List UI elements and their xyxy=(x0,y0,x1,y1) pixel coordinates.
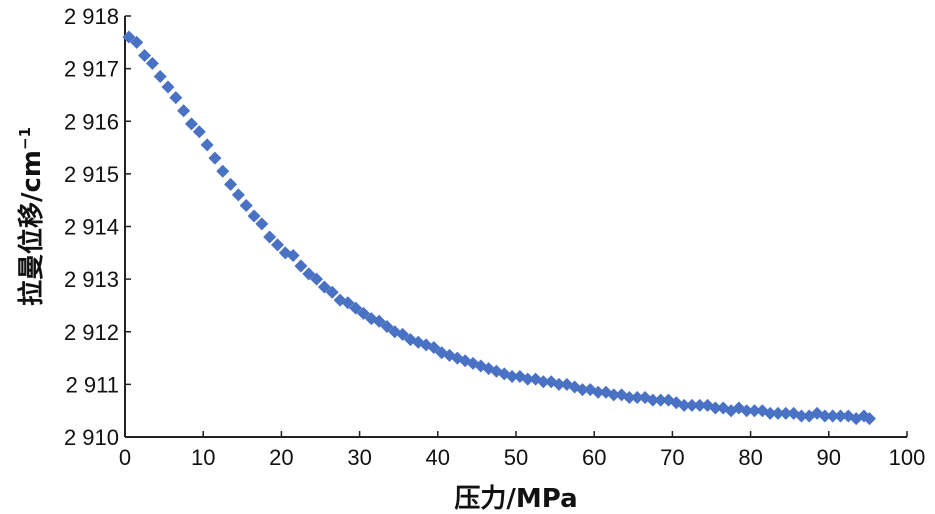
data-point xyxy=(357,306,371,320)
data-point xyxy=(200,138,214,152)
data-point xyxy=(224,177,238,191)
data-point xyxy=(177,104,191,118)
y-axis-title-text: 拉曼位移/cm xyxy=(16,150,47,306)
data-point xyxy=(575,383,589,397)
x-tick-label: 100 xyxy=(889,445,926,470)
y-axis-title: 拉曼位移/cm−1 xyxy=(16,127,47,306)
x-tick-label: 10 xyxy=(191,445,215,470)
data-point xyxy=(763,406,777,420)
data-point xyxy=(231,188,245,202)
data-point xyxy=(310,272,324,286)
data-point xyxy=(130,35,144,49)
data-point xyxy=(184,117,198,131)
data-point xyxy=(862,412,876,426)
data-point xyxy=(161,80,175,94)
data-point xyxy=(552,377,566,391)
data-point xyxy=(255,217,269,231)
y-tick-label: 2 910 xyxy=(64,425,119,450)
data-point xyxy=(302,267,316,281)
data-point xyxy=(826,409,840,423)
y-tick-label: 2 914 xyxy=(64,215,119,240)
data-point xyxy=(380,319,394,333)
y-tick-label: 2 918 xyxy=(64,4,119,29)
data-point xyxy=(286,248,300,262)
data-point xyxy=(622,391,636,405)
x-axis-title: 压力/MPa xyxy=(454,484,577,514)
data-point xyxy=(153,70,167,84)
data-point xyxy=(521,372,535,386)
y-tick-label: 2 917 xyxy=(64,57,119,82)
x-tick-label: 0 xyxy=(119,445,131,470)
x-tick-label: 50 xyxy=(504,445,528,470)
data-point xyxy=(646,393,660,407)
data-point xyxy=(263,230,277,244)
y-tick-label: 2 912 xyxy=(64,320,119,345)
data-point xyxy=(834,409,848,423)
x-tick-label: 90 xyxy=(817,445,841,470)
data-point xyxy=(208,151,222,165)
data-point xyxy=(169,91,183,105)
x-axis-ticks: 0 10 20 30 40 50 60 70 80 90 100 xyxy=(119,431,925,470)
data-point xyxy=(771,406,785,420)
data-point xyxy=(607,388,621,402)
data-point xyxy=(192,125,206,139)
data-point xyxy=(505,369,519,383)
y-axis-title-superscript: −1 xyxy=(16,127,34,150)
data-point xyxy=(372,314,386,328)
data-point xyxy=(216,164,230,178)
data-point xyxy=(247,209,261,223)
data-point xyxy=(122,30,136,44)
data-point xyxy=(748,404,762,418)
data-point xyxy=(654,393,668,407)
x-tick-label: 30 xyxy=(347,445,371,470)
x-tick-label: 70 xyxy=(660,445,684,470)
data-point xyxy=(693,398,707,412)
x-tick-label: 80 xyxy=(738,445,762,470)
data-point xyxy=(427,341,441,355)
x-tick-label: 20 xyxy=(269,445,293,470)
y-tick-label: 2 911 xyxy=(66,372,119,397)
x-tick-label: 40 xyxy=(426,445,450,470)
y-tick-label: 2 916 xyxy=(64,109,119,134)
y-tick-label: 2 915 xyxy=(64,162,119,187)
data-point xyxy=(294,259,308,273)
data-point xyxy=(145,56,159,70)
data-point xyxy=(677,398,691,412)
data-point xyxy=(630,391,644,405)
data-points xyxy=(122,30,876,426)
data-point xyxy=(779,406,793,420)
y-tick-label: 2 913 xyxy=(64,267,119,292)
data-point xyxy=(341,296,355,310)
data-point xyxy=(325,285,339,299)
data-point xyxy=(239,198,253,212)
data-point xyxy=(396,327,410,341)
y-axis-ticks: 2 910 2 911 2 912 2 913 2 914 2 915 2 916 2 917… xyxy=(64,4,131,450)
data-point xyxy=(794,409,808,423)
y-axis-title-group: 拉曼位移/cm−1 xyxy=(16,127,47,306)
data-point xyxy=(270,238,284,252)
data-point xyxy=(818,409,832,423)
data-point xyxy=(349,301,363,315)
data-point xyxy=(591,385,605,399)
data-point xyxy=(317,280,331,294)
data-point xyxy=(740,404,754,418)
data-point xyxy=(536,375,550,389)
data-point xyxy=(708,401,722,415)
data-point xyxy=(138,48,152,62)
x-tick-label: 60 xyxy=(582,445,606,470)
data-point xyxy=(685,398,699,412)
